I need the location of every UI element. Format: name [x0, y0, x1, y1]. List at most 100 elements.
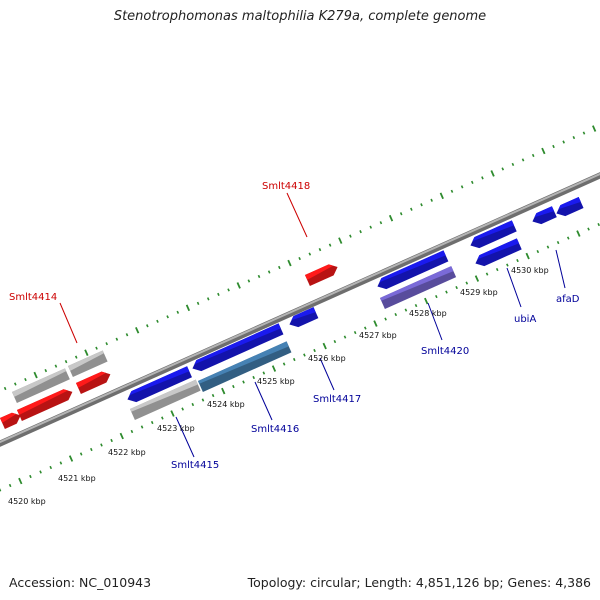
minor-tick: [24, 377, 27, 382]
kbp-label: 4530 kbp: [511, 266, 549, 275]
gene-forward-pseudo: [68, 350, 108, 377]
gene-highlight: [76, 371, 106, 388]
minor-tick: [232, 384, 235, 389]
major-tick: [474, 275, 480, 282]
minor-tick: [49, 465, 53, 470]
major-tick: [119, 432, 124, 440]
kbp-label: 4525 kbp: [257, 377, 295, 386]
gene-label-smlt4414[interactable]: Smlt4414: [9, 292, 57, 303]
minor-tick: [125, 333, 129, 337]
minor-tick: [3, 386, 7, 391]
minor-tick: [364, 326, 367, 330]
gene-smlt4419: [377, 250, 449, 290]
gene-label-ubia[interactable]: ubiA: [514, 314, 536, 325]
gene-label-smlt4420[interactable]: Smlt4420: [421, 346, 469, 357]
minor-tick: [278, 265, 281, 270]
minor-tick: [292, 357, 296, 362]
minor-tick: [536, 249, 540, 254]
minor-tick: [333, 339, 337, 344]
minor-tick: [516, 258, 519, 263]
gene-smlt4420: [380, 266, 457, 309]
gene-forward-red: [17, 389, 73, 421]
minor-tick: [511, 162, 515, 167]
minor-tick: [14, 382, 17, 386]
gene-highlight: [68, 350, 104, 371]
gene-label-smlt4416[interactable]: Smlt4416: [251, 424, 299, 435]
gene-ubia: [475, 238, 522, 267]
major-tick: [490, 170, 495, 177]
major-tick: [33, 371, 38, 379]
minor-tick: [353, 330, 357, 335]
reverse-strand-tick-marks: [0, 222, 600, 492]
minor-tick: [465, 281, 469, 285]
gene-body: [12, 368, 70, 403]
minor-tick: [384, 317, 387, 321]
minor-tick: [196, 301, 200, 305]
minor-tick: [318, 247, 322, 252]
gene-label-smlt4417[interactable]: Smlt4417: [313, 394, 361, 405]
major-tick: [592, 125, 597, 132]
genome-backbone: [0, 172, 600, 447]
minor-tick: [156, 319, 159, 323]
major-tick: [576, 230, 581, 237]
gene-smlt4416-highlight: [198, 341, 292, 392]
major-tick: [84, 349, 89, 356]
minor-tick: [150, 420, 154, 425]
map-title: Stenotrophomonas maltophilia K279a, comp…: [113, 9, 487, 24]
kbp-label: 4524 kbp: [207, 400, 245, 409]
gene-afad: [556, 196, 584, 217]
minor-tick: [587, 227, 590, 231]
major-tick: [236, 282, 241, 289]
genome-summary: Topology: circular; Length: 4,851,126 bp…: [247, 575, 591, 590]
minor-tick: [410, 207, 413, 211]
minor-tick: [217, 292, 220, 297]
major-tick: [221, 387, 226, 395]
gene-highlight: [477, 238, 520, 260]
minor-tick: [262, 371, 266, 375]
gene-highlight: [0, 412, 17, 423]
gene-label-smlt4418[interactable]: Smlt4418: [262, 181, 310, 192]
gene-highlight: [379, 250, 446, 283]
minor-tick: [328, 243, 332, 247]
minor-tick: [90, 447, 93, 452]
minor-tick: [430, 198, 433, 202]
minor-tick: [100, 443, 103, 447]
minor-tick: [399, 212, 403, 216]
minor-tick: [303, 353, 306, 357]
gene-forward-pseudo: [12, 368, 70, 403]
minor-tick: [64, 360, 68, 364]
minor-tick: [110, 438, 113, 443]
kbp-label: 4521 kbp: [58, 474, 96, 483]
major-tick: [18, 477, 23, 485]
minor-tick: [552, 144, 555, 149]
kbp-label: 4527 kbp: [359, 331, 397, 340]
gene-highlight: [12, 368, 67, 397]
kbp-label: 4529 kbp: [460, 288, 498, 297]
major-tick: [338, 237, 343, 244]
minor-tick: [562, 140, 565, 144]
minor-tick: [267, 270, 271, 274]
minor-tick: [455, 285, 458, 290]
gene-highlight: [305, 264, 334, 280]
minor-tick: [450, 189, 454, 193]
gene-highlight: [534, 206, 555, 218]
minor-tick: [74, 355, 78, 359]
gene-features: [0, 196, 584, 429]
minor-tick: [556, 240, 560, 245]
gene-highlight: [472, 220, 515, 242]
gene-body: [68, 350, 108, 377]
minor-tick: [404, 308, 408, 312]
minor-tick: [176, 310, 180, 314]
gene-label-afad[interactable]: afaD: [556, 294, 580, 305]
minor-tick: [8, 483, 12, 488]
minor-tick: [29, 474, 32, 479]
minor-tick: [252, 375, 255, 380]
gene-afad-upstream: [532, 206, 557, 225]
major-tick: [439, 192, 444, 200]
minor-tick: [161, 416, 164, 420]
gene-label-smlt4415[interactable]: Smlt4415: [171, 460, 219, 471]
minor-tick: [140, 425, 144, 429]
minor-tick: [313, 348, 316, 353]
minor-tick: [181, 407, 184, 411]
gene-body: [17, 389, 73, 421]
